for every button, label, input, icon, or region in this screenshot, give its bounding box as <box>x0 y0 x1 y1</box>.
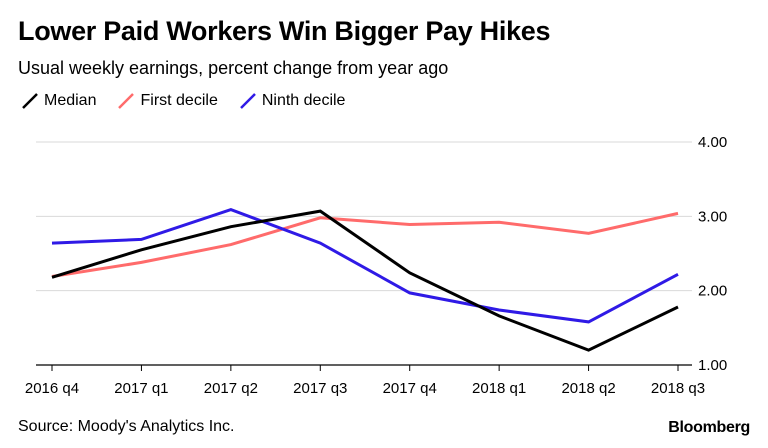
x-tick-label: 2018 q1 <box>472 380 526 397</box>
series-line-ninth-decile <box>51 208 679 324</box>
x-tick-label: 2016 q4 <box>25 380 79 397</box>
legend-item-ninth-decile: Ninth decile <box>239 92 346 110</box>
y-tick-label: 3.00 <box>698 208 727 225</box>
chart-title: Lower Paid Workers Win Bigger Pay Hikes <box>18 16 551 46</box>
legend-swatch-first-decile <box>118 93 135 109</box>
legend: Median First decile Ninth decile <box>22 92 367 110</box>
bloomberg-logo: Bloomberg <box>668 419 750 436</box>
x-axis: 2016 q4 2017 q1 2017 q2 2017 q3 2017 q4 2018 … <box>25 365 705 397</box>
series-line-median <box>51 209 679 352</box>
legend-item-first-decile: First decile <box>118 92 218 110</box>
x-tick-label: 2017 q2 <box>204 380 258 397</box>
series-line-first-decile <box>51 211 679 278</box>
legend-line-median <box>22 93 38 109</box>
x-tick-label: 2018 q3 <box>651 380 705 397</box>
legend-line-first-decile <box>118 93 135 109</box>
y-tick-label: 2.00 <box>698 283 727 300</box>
legend-label-median: Median <box>44 92 97 109</box>
chart-subtitle: Usual weekly earnings, percent change fr… <box>18 58 449 78</box>
x-tick-label: 2017 q4 <box>383 380 437 397</box>
gridlines <box>36 141 692 366</box>
y-tick-label: 4.00 <box>698 134 727 151</box>
series-lines <box>51 208 679 352</box>
legend-swatch-ninth-decile <box>239 93 256 109</box>
source-note: Source: Moody's Analytics Inc. <box>18 418 235 435</box>
legend-line-ninth-decile <box>239 93 256 109</box>
legend-label-first-decile: First decile <box>140 92 218 109</box>
x-tick-label: 2017 q1 <box>114 380 168 397</box>
legend-label-ninth-decile: Ninth decile <box>261 92 346 109</box>
x-tick-label: 2018 q2 <box>561 380 615 397</box>
y-axis-ticks: 1.00 2.00 3.00 4.00 <box>698 134 727 374</box>
y-tick-label: 1.00 <box>698 357 727 374</box>
x-tick-label: 2017 q3 <box>293 380 347 397</box>
legend-item-median: Median <box>22 92 96 110</box>
legend-swatch-median <box>22 93 38 109</box>
